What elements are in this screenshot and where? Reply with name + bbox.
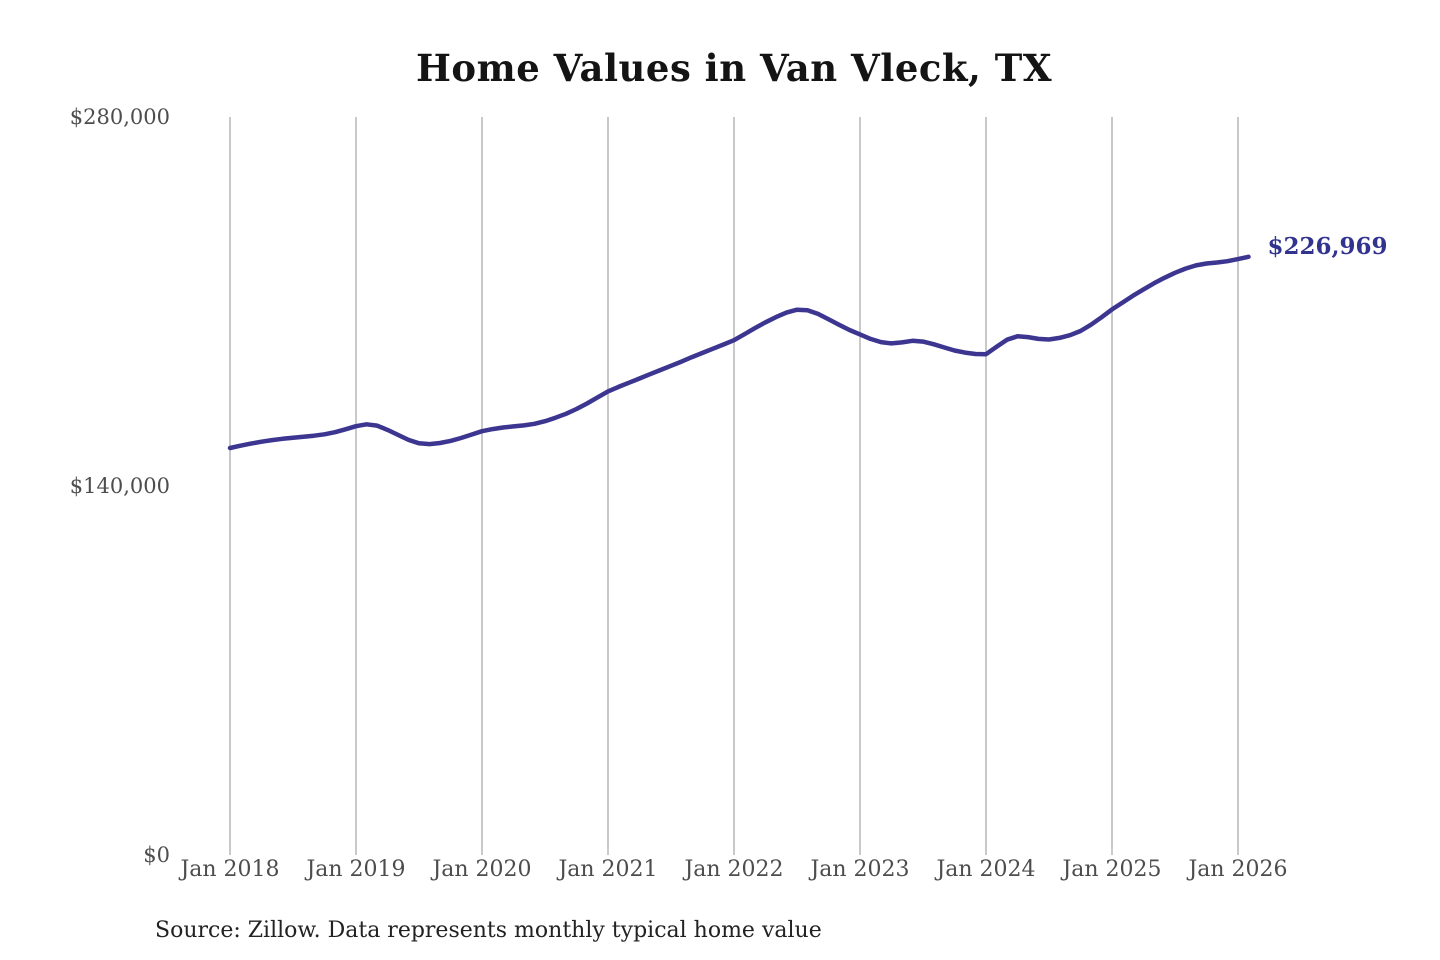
chart-title: Home Values in Van Vleck, TX [415, 46, 1053, 90]
x-tick-label: Jan 2026 [1188, 857, 1288, 882]
x-tick-label: Jan 2024 [936, 857, 1036, 882]
x-tick-label: Jan 2019 [306, 857, 406, 882]
y-tick-label: $140,000 [69, 474, 170, 498]
x-tick-label: Jan 2021 [558, 857, 658, 882]
x-tick-label: Jan 2018 [180, 857, 280, 882]
y-tick-label: $280,000 [69, 105, 170, 129]
home-value-line [227, 254, 1251, 451]
y-tick-label: $0 [143, 843, 170, 867]
x-tick-label: Jan 2023 [810, 857, 910, 882]
last-value-annotation: $226,969 [1267, 232, 1388, 260]
source-note: Source: Zillow. Data represents monthly … [155, 918, 822, 943]
x-tick-label: Jan 2020 [432, 857, 532, 882]
x-tick-label: Jan 2022 [684, 857, 784, 882]
x-tick-label: Jan 2025 [1062, 857, 1162, 882]
